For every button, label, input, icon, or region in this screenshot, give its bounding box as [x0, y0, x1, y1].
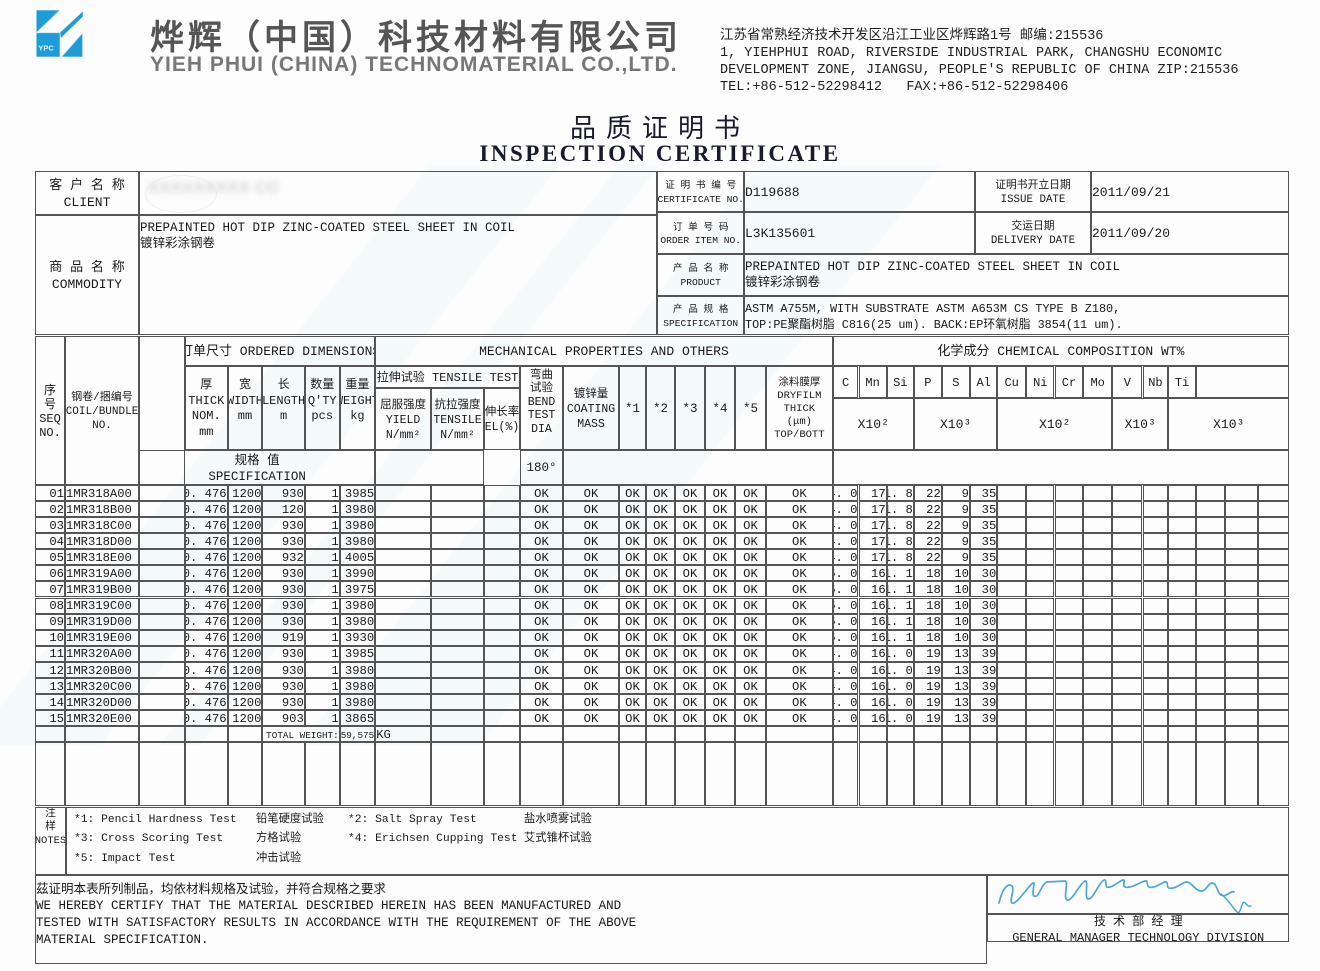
svg-text:YPC: YPC	[38, 43, 54, 52]
